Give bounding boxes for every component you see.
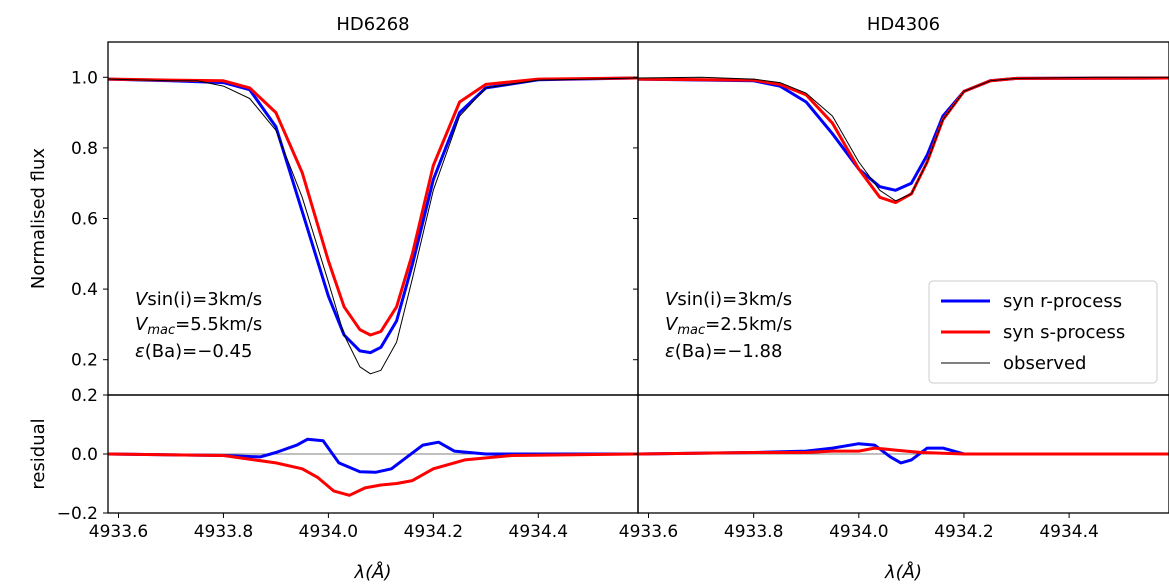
y-tick-label: 1.0 [71,68,98,88]
annotation-vsini: Vsin(i)=3km/s [665,289,792,310]
x-tick-label: 4933.6 [619,522,678,542]
x-tick-label: 4934.0 [299,522,358,542]
y-tick-label: 0.8 [71,139,98,159]
x-tick-label: 4934.2 [404,522,463,542]
legend-box [928,280,1158,384]
series-line-syn-s-process [637,76,1169,205]
series-line-observed [107,77,639,375]
series-line-syn-s-process [107,76,639,337]
series-line-syn-s-process [107,452,639,497]
annotation-abundance: ε(Ba)=−0.45 [135,341,252,362]
y-tick-label: 0.0 [71,445,98,465]
series-line-observed [637,76,1169,202]
y-tick-label: 0.6 [71,210,98,230]
panel-title: HD4306 [867,14,940,35]
y-tick-label: 0.4 [71,280,98,300]
annotation-vmac: Vmac=5.5km/s [135,314,262,338]
annotation-abundance: ε(Ba)=−1.88 [665,341,782,362]
legend-label: observed [1003,353,1086,374]
series-line-syn-r-process [637,76,1169,192]
legend-label: syn s-process [1003,322,1125,343]
y-tick-label: −0.2 [57,504,98,524]
x-tick-label: 4934.4 [1039,522,1098,542]
x-axis-label: λ(Å) [884,561,922,583]
panel-title: HD6268 [336,14,409,35]
series-line-syn-r-process [107,437,638,474]
x-tick-label: 4933.8 [194,522,253,542]
x-tick-label: 4933.8 [724,522,783,542]
legend-label: syn r-process [1003,291,1122,312]
x-tick-label: 4933.6 [89,522,148,542]
y-tick-label: 0.2 [71,351,98,371]
series-line-syn-r-process [107,76,639,355]
series-line-syn-s-process [637,446,1169,456]
y-axis-label: Normalised flux [28,148,49,289]
annotation-vmac: Vmac=2.5km/s [665,314,792,338]
x-axis-label: λ(Å) [353,561,391,583]
annotation-vsini: Vsin(i)=3km/s [135,289,262,310]
y-tick-label: 0.2 [71,386,98,406]
x-tick-label: 4934.2 [934,522,993,542]
x-tick-label: 4934.0 [829,522,888,542]
y-axis-label: residual [28,418,49,489]
x-tick-label: 4934.4 [509,522,568,542]
